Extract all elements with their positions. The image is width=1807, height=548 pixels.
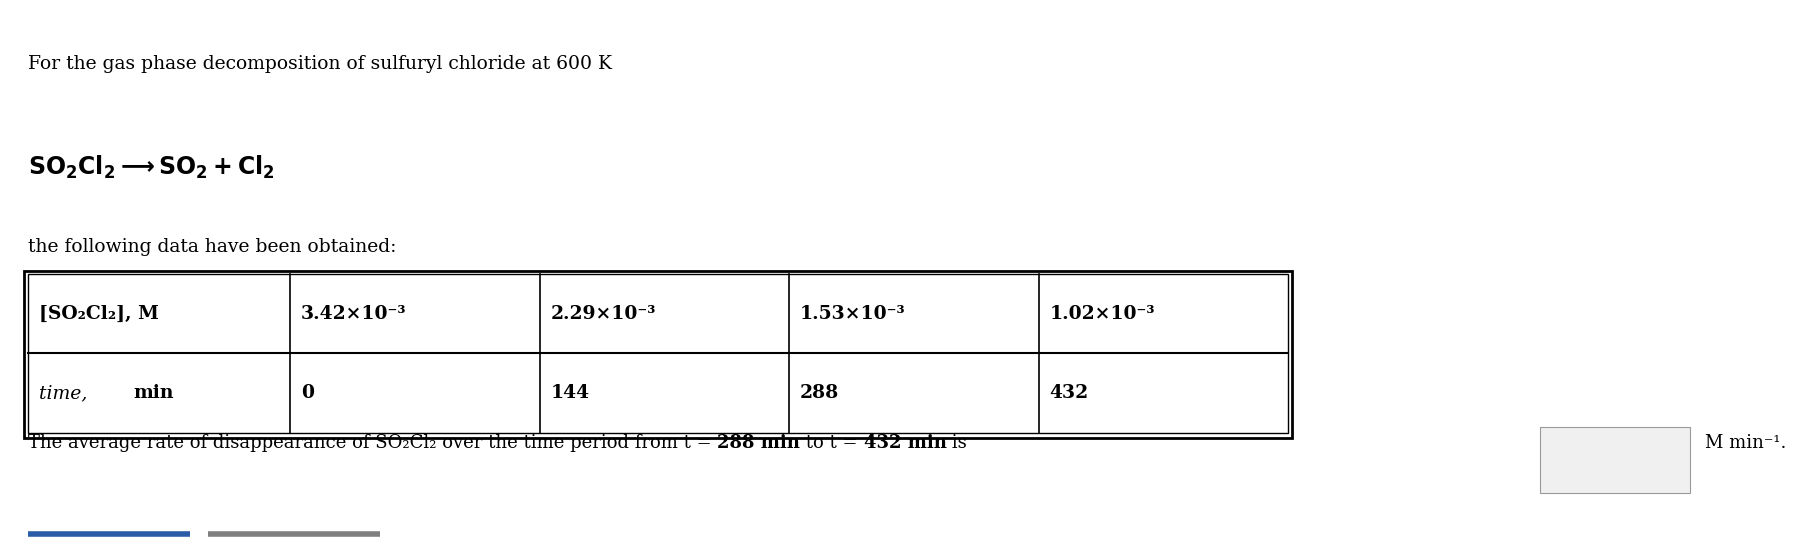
Text: 288 min: 288 min [717,434,801,452]
Text: min: min [134,384,173,402]
Text: 1.02×10⁻³: 1.02×10⁻³ [1048,305,1155,323]
Text: 0: 0 [300,384,314,402]
Text: 2.29×10⁻³: 2.29×10⁻³ [551,305,656,323]
Text: time,: time, [40,384,94,402]
Text: 144: 144 [551,384,589,402]
Text: 3.42×10⁻³: 3.42×10⁻³ [300,305,407,323]
Text: is: is [945,434,967,452]
Text: $\mathbf{SO_2Cl_2{\longrightarrow}SO_2 + Cl_2}$: $\mathbf{SO_2Cl_2{\longrightarrow}SO_2 +… [29,153,275,181]
Text: 432: 432 [1048,384,1088,402]
Text: M min⁻¹.: M min⁻¹. [1704,434,1785,452]
Bar [29,274,1287,433]
Text: the following data have been obtained:: the following data have been obtained: [29,238,396,256]
Bar [25,271,1290,438]
Text: For the gas phase decomposition of sulfuryl chloride at 600 K: For the gas phase decomposition of sulfu… [29,55,613,73]
Text: 432 min: 432 min [864,434,945,452]
Text: The average rate of disappearance of SO₂Cl₂ over the time period from t =: The average rate of disappearance of SO₂… [29,434,717,452]
Text: 288: 288 [801,384,838,402]
Bar [1540,427,1690,493]
Text: [SO₂Cl₂], M: [SO₂Cl₂], M [40,305,159,323]
Text: 1.53×10⁻³: 1.53×10⁻³ [801,305,905,323]
Text: to t =: to t = [801,434,864,452]
